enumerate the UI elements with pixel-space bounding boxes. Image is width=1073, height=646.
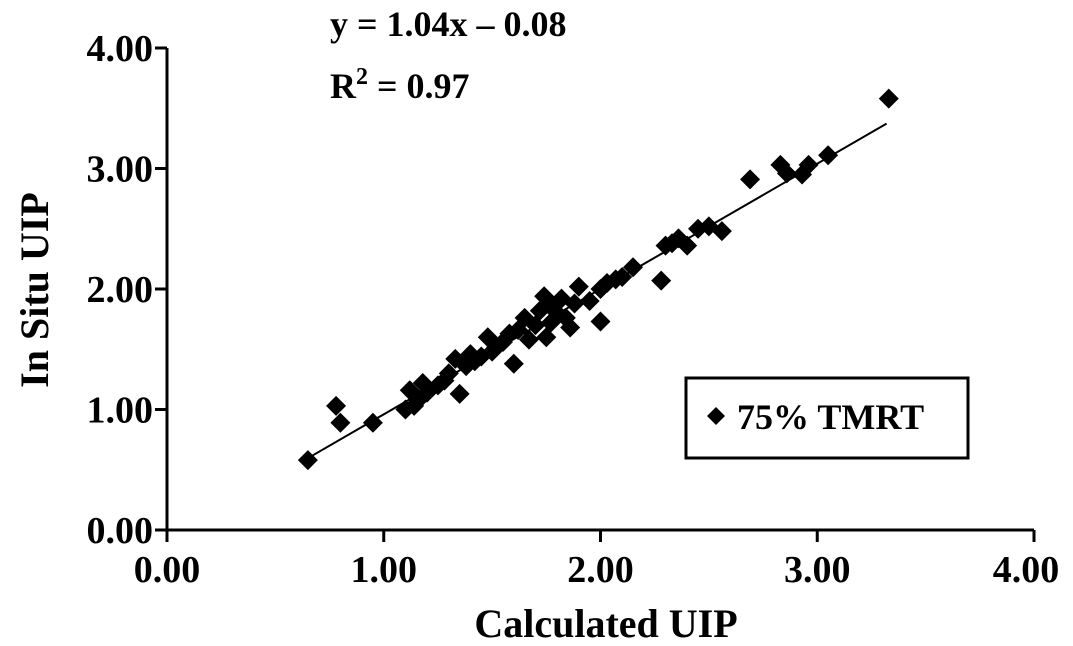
data-point bbox=[711, 221, 732, 242]
data-point bbox=[499, 323, 520, 344]
y-tick-label: 4.00 bbox=[87, 28, 154, 70]
data-points bbox=[297, 88, 899, 471]
data-point bbox=[503, 353, 524, 374]
legend: 75% TMRT bbox=[684, 376, 970, 460]
data-point bbox=[525, 315, 546, 336]
data-point bbox=[623, 257, 644, 278]
y-tick-label: 2.00 bbox=[87, 269, 154, 311]
y-tick-label: 3.00 bbox=[87, 149, 154, 191]
y-tick-label: 1.00 bbox=[87, 390, 154, 432]
y-ticks: 0.00 1.00 2.00 3.00 4.00 bbox=[87, 28, 167, 552]
x-tick-label: 0.00 bbox=[134, 549, 201, 591]
data-point bbox=[776, 163, 797, 184]
data-point bbox=[651, 270, 672, 291]
data-point bbox=[590, 311, 611, 332]
legend-marker-diamond-icon bbox=[707, 407, 725, 425]
data-point bbox=[798, 154, 819, 175]
data-point bbox=[518, 329, 539, 350]
x-tick-label: 2.00 bbox=[567, 549, 634, 591]
data-point bbox=[568, 276, 589, 297]
x-ticks: 0.00 1.00 2.00 3.00 4.00 bbox=[134, 530, 1060, 591]
data-point bbox=[492, 332, 513, 353]
x-tick-label: 1.00 bbox=[351, 549, 418, 591]
data-point bbox=[330, 412, 351, 433]
x-axis-label: Calculated UIP bbox=[474, 601, 737, 646]
y-tick-label: 0.00 bbox=[87, 510, 154, 552]
x-tick-label: 3.00 bbox=[784, 549, 851, 591]
r-squared: R2 = 0.97 bbox=[330, 64, 470, 106]
y-axis-label: In Situ UIP bbox=[12, 192, 57, 388]
regression-equation: y = 1.04x – 0.08 bbox=[330, 4, 567, 44]
legend-label: 75% TMRT bbox=[737, 397, 924, 437]
data-point bbox=[297, 450, 318, 471]
data-point bbox=[536, 327, 557, 348]
data-point bbox=[818, 145, 839, 166]
data-point bbox=[740, 169, 761, 190]
legend-box bbox=[684, 376, 970, 460]
data-point bbox=[579, 291, 600, 312]
data-point bbox=[878, 88, 899, 109]
data-point bbox=[564, 293, 585, 314]
data-point bbox=[612, 266, 633, 287]
data-point bbox=[326, 395, 347, 416]
data-point bbox=[560, 317, 581, 338]
x-tick-label: 4.00 bbox=[993, 549, 1060, 591]
data-point bbox=[438, 363, 459, 384]
data-point bbox=[449, 383, 470, 404]
data-point bbox=[362, 412, 383, 433]
data-point bbox=[677, 235, 698, 256]
